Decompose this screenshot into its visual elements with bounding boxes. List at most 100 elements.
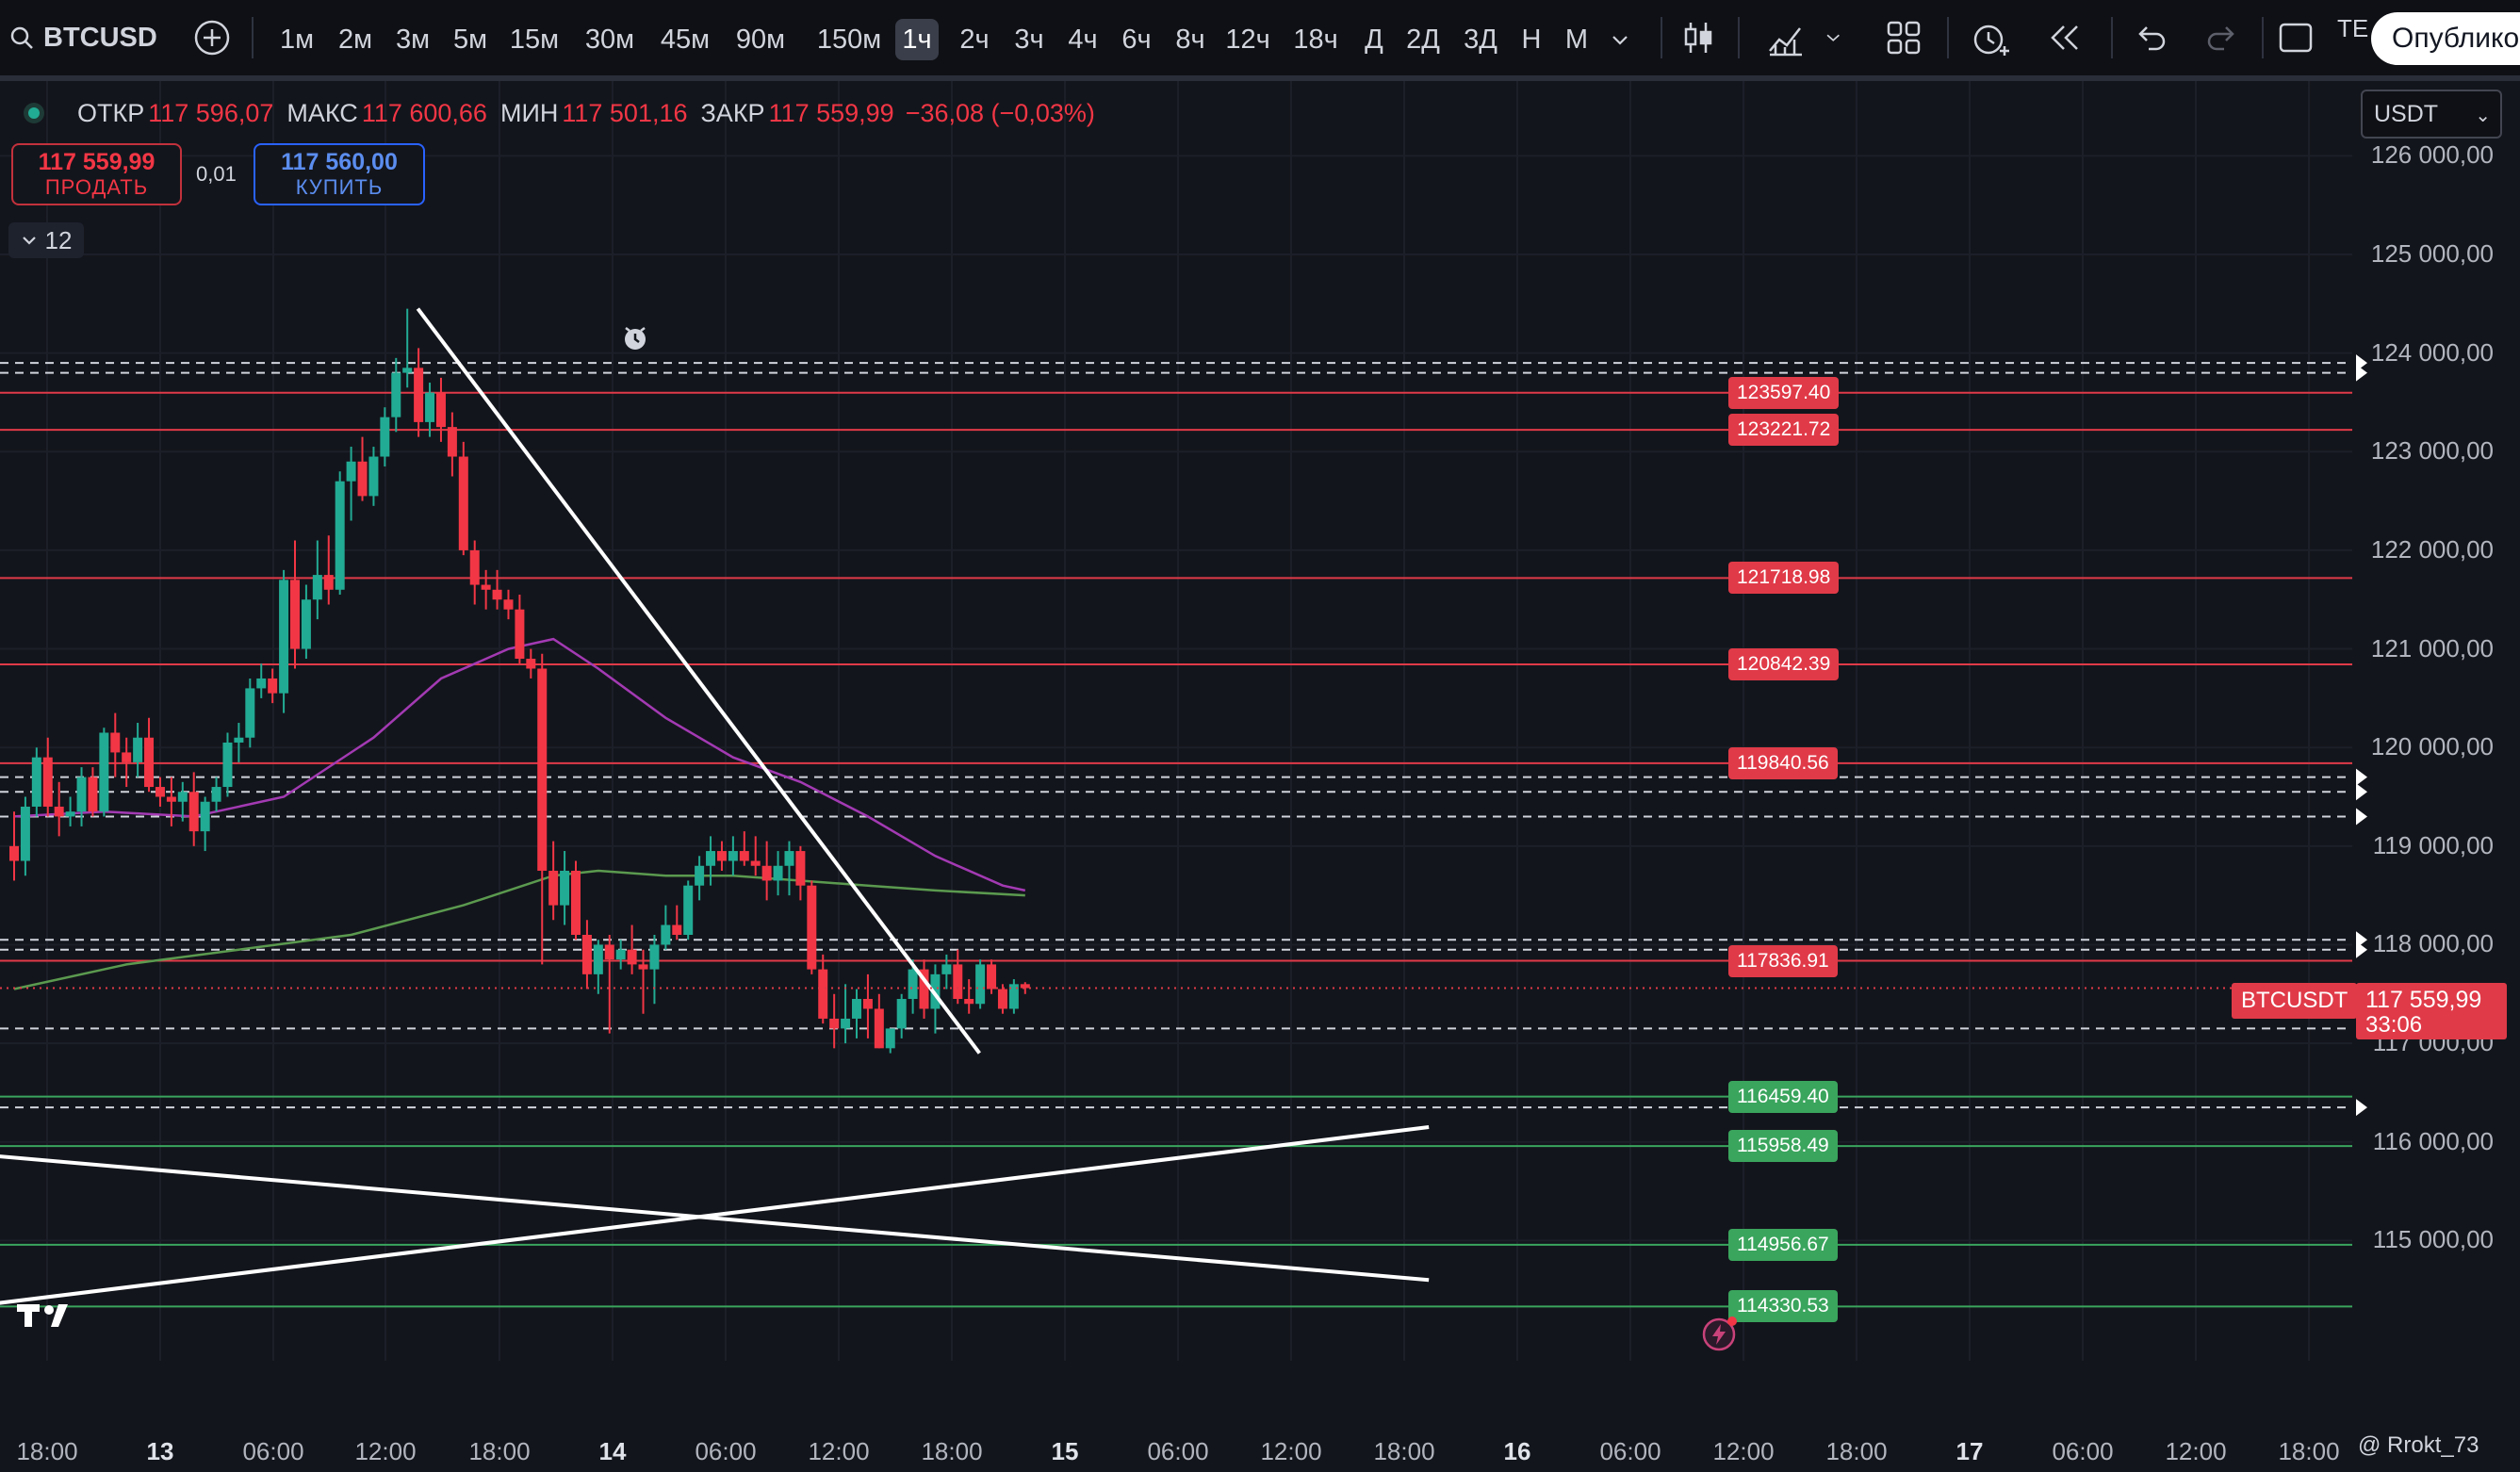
candle-body: [1020, 984, 1030, 989]
candle-body: [941, 964, 952, 974]
candle-body: [784, 851, 794, 866]
timeframe-button[interactable]: Н: [1521, 24, 1542, 55]
toolbar-separator: [2262, 17, 2264, 58]
timeframe-button[interactable]: 8ч: [1175, 24, 1205, 55]
level-arrow-icon: [2356, 808, 2367, 826]
candle-body: [222, 742, 233, 788]
level-price-tag[interactable]: 117836.91: [1728, 944, 1838, 977]
timeframes-chevron-down-icon[interactable]: [1606, 19, 1634, 60]
high-value: 117 600,66: [361, 98, 487, 127]
alarm-clock-icon[interactable]: [620, 323, 650, 353]
level-price-tag[interactable]: 114956.67: [1728, 1228, 1838, 1261]
replay-icon[interactable]: [2043, 17, 2085, 58]
time-axis-label: 06:00: [2052, 1437, 2114, 1465]
timeframe-button[interactable]: 3ч: [1014, 24, 1044, 55]
lightning-icon[interactable]: [1700, 1316, 1738, 1353]
candle-body: [571, 870, 581, 935]
author-attribution[interactable]: @ Rrokt_73: [2358, 1432, 2479, 1458]
candle-body: [279, 580, 289, 694]
candle-body: [548, 870, 559, 906]
timeframe-button[interactable]: М: [1564, 24, 1589, 55]
timeframe-button[interactable]: 90м: [735, 24, 786, 55]
compare-add-icon[interactable]: [191, 17, 233, 58]
fullscreen-icon[interactable]: [2275, 17, 2316, 58]
time-axis-label: 06:00: [1599, 1437, 1661, 1465]
level-price-tag[interactable]: 120842.39: [1728, 648, 1840, 681]
visibility-eye-icon[interactable]: [19, 98, 49, 128]
candle-body: [795, 851, 806, 886]
level-price-tag[interactable]: 121718.98: [1728, 562, 1840, 595]
timeframe-button[interactable]: Д: [1365, 24, 1383, 55]
candle-body: [919, 969, 929, 1009]
candle-body: [908, 969, 918, 1000]
time-axis-label: 12:00: [1260, 1437, 1322, 1465]
timeframe-button[interactable]: 15м: [509, 24, 560, 55]
publish-button[interactable]: Опублико: [2371, 12, 2520, 65]
level-price-tag[interactable]: 114330.53: [1728, 1290, 1838, 1323]
candle-body: [200, 801, 210, 832]
chevron-down-icon[interactable]: [1824, 17, 1852, 58]
candle-body: [638, 964, 648, 970]
candle-body: [750, 860, 761, 866]
candle-body: [672, 924, 682, 935]
level-price-tag[interactable]: 116459.40: [1728, 1080, 1838, 1113]
timeframe-button[interactable]: 3м: [395, 24, 431, 55]
currency-select[interactable]: USDT ⌄: [2361, 90, 2502, 139]
timeframe-button[interactable]: 45м: [660, 24, 711, 55]
candle-body: [683, 885, 694, 935]
level-price-tag[interactable]: 119840.56: [1728, 746, 1838, 779]
timeframe-button[interactable]: 18ч: [1293, 24, 1338, 55]
candle-body: [716, 851, 727, 861]
time-axis-label: 12:00: [2165, 1437, 2227, 1465]
level-price-tag[interactable]: 115958.49: [1728, 1130, 1838, 1163]
redo-icon[interactable]: [2201, 17, 2243, 58]
level-arrow-icon: [2356, 768, 2367, 786]
candle-body: [987, 964, 997, 990]
candle-body: [447, 427, 457, 457]
level-arrow-icon: [2356, 364, 2367, 382]
timeframe-button[interactable]: 5м: [452, 24, 488, 55]
candle-body: [20, 806, 30, 861]
alert-add-icon[interactable]: [1970, 17, 2011, 58]
timeframe-button[interactable]: 30м: [584, 24, 635, 55]
level-price-tag[interactable]: 123221.72: [1728, 414, 1840, 447]
undo-icon[interactable]: [2130, 17, 2171, 58]
symbol-search-button[interactable]: BTCUSD: [9, 0, 157, 75]
price-chart[interactable]: [0, 81, 2520, 1472]
candle-body: [581, 935, 592, 974]
timeframe-button[interactable]: 4ч: [1068, 24, 1098, 55]
indicators-icon[interactable]: [1764, 17, 1806, 58]
candle-body: [76, 777, 87, 812]
candle-body: [414, 368, 424, 422]
candle-body: [885, 1028, 895, 1049]
level-arrow-icon: [2356, 783, 2367, 801]
sell-button[interactable]: 117 559,99 ПРОДАТЬ: [11, 143, 182, 205]
timeframe-button[interactable]: 12ч: [1225, 24, 1270, 55]
candle-body: [65, 811, 75, 817]
timeframe-button[interactable]: 2Д: [1406, 24, 1440, 55]
buy-button[interactable]: 117 560,00 КУПИТЬ: [254, 143, 425, 205]
candle-body: [402, 368, 413, 373]
open-value: 117 596,07: [148, 98, 274, 127]
price-axis-label: 121 000,00: [2370, 633, 2494, 662]
timeframe-button[interactable]: 2ч: [959, 24, 990, 55]
candle-body: [290, 580, 300, 649]
candle-body: [110, 732, 121, 753]
time-axis-label: 18:00: [921, 1437, 983, 1465]
timeframe-button[interactable]: 2м: [337, 24, 373, 55]
tradingview-logo-icon[interactable]: [17, 1299, 79, 1336]
candle-body: [593, 944, 603, 974]
indicators-count: 12: [44, 225, 73, 254]
layout-grid-icon[interactable]: [1883, 17, 1924, 58]
timeframe-button[interactable]: 150м: [816, 24, 882, 55]
timeframe-button[interactable]: 1ч: [895, 19, 939, 60]
candle-body: [964, 999, 974, 1005]
timeframe-button[interactable]: 3Д: [1464, 24, 1497, 55]
indicators-collapse-button[interactable]: 12: [8, 222, 84, 258]
timeframe-button[interactable]: 1м: [279, 24, 315, 55]
timeframe-button[interactable]: 6ч: [1121, 24, 1152, 55]
candle-body: [728, 851, 738, 861]
level-price-tag[interactable]: 123597.40: [1728, 376, 1840, 409]
open-label: ОТКР: [77, 98, 145, 127]
candles-chart-type-icon[interactable]: [1677, 17, 1719, 58]
